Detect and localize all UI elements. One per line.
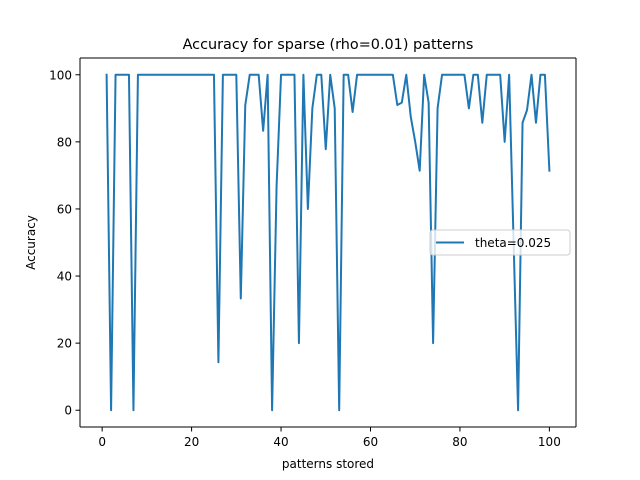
y-tick-label: 100 [49, 68, 72, 82]
x-tick-label: 20 [184, 435, 199, 449]
legend-box [429, 229, 571, 256]
y-tick-label: 40 [57, 270, 72, 284]
x-axis-label: patterns stored [282, 457, 374, 471]
x-tick-label: 80 [452, 435, 467, 449]
y-tick-label: 60 [57, 202, 72, 216]
y-tick-label: 20 [57, 337, 72, 351]
x-tick-label: 0 [98, 435, 106, 449]
legend: theta=0.025 [429, 229, 571, 256]
series-line-0 [105, 73, 551, 412]
x-axis-ticks: 0 20 40 60 80 100 [98, 427, 561, 449]
y-tick-label: 80 [57, 135, 72, 149]
x-tick-label: 40 [273, 435, 288, 449]
x-tick-label: 60 [363, 435, 378, 449]
axes-frame [79, 57, 577, 428]
y-axis-ticks: 0 20 40 60 80 100 [49, 68, 80, 418]
series-layer [105, 73, 551, 412]
x-tick-label: 100 [538, 435, 561, 449]
chart-title: Accuracy for sparse (rho=0.01) patterns [183, 37, 474, 53]
y-tick-label: 0 [64, 404, 72, 418]
y-axis-label: Accuracy [24, 215, 38, 270]
legend-series-label: theta=0.025 [475, 236, 551, 250]
